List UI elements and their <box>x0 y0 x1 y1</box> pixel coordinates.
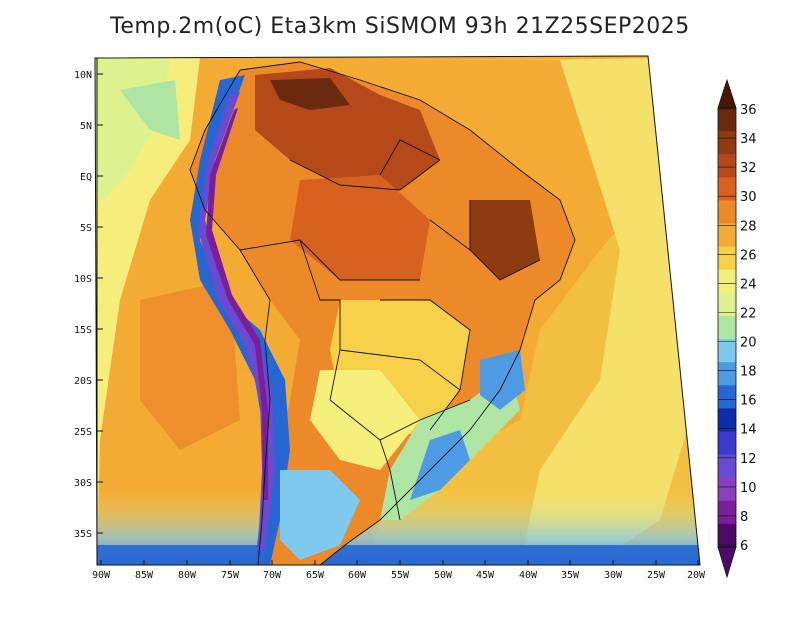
lon-tick-label: 20W <box>687 570 706 581</box>
lat-tick-label: 10S <box>74 274 92 285</box>
colorbar-label: 6 <box>740 539 748 554</box>
colorbar-label: 26 <box>740 248 757 263</box>
lon-tick-label: 40W <box>519 570 538 581</box>
colorbar-label: 10 <box>740 481 757 496</box>
colorbar-swatch <box>718 500 736 525</box>
colorbar-swatch <box>718 408 736 432</box>
lat-tick-label: EQ <box>80 172 92 183</box>
colorbar-swatch <box>718 315 736 340</box>
map-title: Temp.2m(oC) Eta3km SiSMOM 93h 21Z25SEP20… <box>110 14 690 39</box>
colorbar-swatch <box>718 385 736 409</box>
colorbar-swatch <box>718 154 736 178</box>
colorbar-label: 24 <box>740 277 757 292</box>
colorbar-label: 28 <box>740 219 757 234</box>
colorbar-label: 32 <box>740 161 757 176</box>
colorbar-label: 12 <box>740 452 757 467</box>
colorbar-label: 34 <box>740 132 757 147</box>
colorbar-label: 20 <box>740 336 757 351</box>
lon-tick-label: 35W <box>561 570 580 581</box>
lon-tick-label: 85W <box>135 570 154 581</box>
lat-tick-label: 25S <box>74 427 92 438</box>
colorbar-swatch <box>718 177 736 201</box>
colorbar-swatch <box>718 223 736 248</box>
colorbar-label: 16 <box>740 394 757 409</box>
colorbar-label: 22 <box>740 307 757 322</box>
colorbar-label: 30 <box>740 190 757 205</box>
political-borders <box>189 61 576 565</box>
lon-tick-label: 50W <box>434 570 453 581</box>
colorbar-max-arrow <box>717 78 737 109</box>
lat-tick-label: 5S <box>80 223 92 234</box>
lon-tick-label: 75W <box>221 570 240 581</box>
lon-tick-label: 80W <box>178 570 197 581</box>
lon-tick-label: 70W <box>263 570 282 581</box>
colorbar-swatch <box>718 477 736 502</box>
colorbar-swatch <box>718 339 736 363</box>
lon-tick-label: 45W <box>476 570 495 581</box>
colorbar-swatch <box>718 431 736 455</box>
longitude-axis: 90W 85W 80W 75W 70W 65W 60W 55W 50W 45W … <box>92 560 706 581</box>
colorbar: 36 34 32 30 28 26 24 22 20 18 16 14 12 10 8 6 <box>717 78 757 579</box>
colorbar-label: 36 <box>740 103 757 118</box>
lon-tick-label: 90W <box>92 570 111 581</box>
colorbar-swatch <box>718 246 736 271</box>
lat-tick-label: 30S <box>74 478 92 489</box>
colorbar-swatch <box>718 131 736 155</box>
lon-tick-label: 25W <box>647 570 666 581</box>
lat-tick-label: 5N <box>80 121 92 132</box>
colorbar-swatch <box>718 269 736 294</box>
colorbar-labels: 36 34 32 30 28 26 24 22 20 18 16 14 12 10 8 6 <box>740 103 757 554</box>
colorbar-swatch <box>718 200 736 224</box>
lat-tick-label: 20S <box>74 376 92 387</box>
latitude-axis: 10N 5N EQ 5S 10S 15S 20S 25S 30S 35S <box>74 70 103 540</box>
lat-tick-label: 35S <box>74 529 92 540</box>
colorbar-swatch <box>718 108 736 132</box>
temperature-field <box>95 56 700 565</box>
colorbar-label: 14 <box>740 423 757 438</box>
colorbar-label: 8 <box>740 510 748 525</box>
colorbar-label: 18 <box>740 365 757 380</box>
colorbar-swatch <box>718 523 736 548</box>
lon-tick-label: 60W <box>348 570 367 581</box>
lon-tick-label: 65W <box>306 570 325 581</box>
colorbar-min-arrow <box>717 546 737 579</box>
lat-tick-label: 10N <box>74 70 92 81</box>
colorbar-swatch <box>718 454 736 479</box>
colorbar-swatch <box>718 362 736 386</box>
colorbar-swatch <box>718 292 736 317</box>
colorbar-segments <box>717 107 737 548</box>
lon-tick-label: 30W <box>604 570 623 581</box>
lon-tick-label: 55W <box>391 570 410 581</box>
lat-tick-label: 15S <box>74 325 92 336</box>
